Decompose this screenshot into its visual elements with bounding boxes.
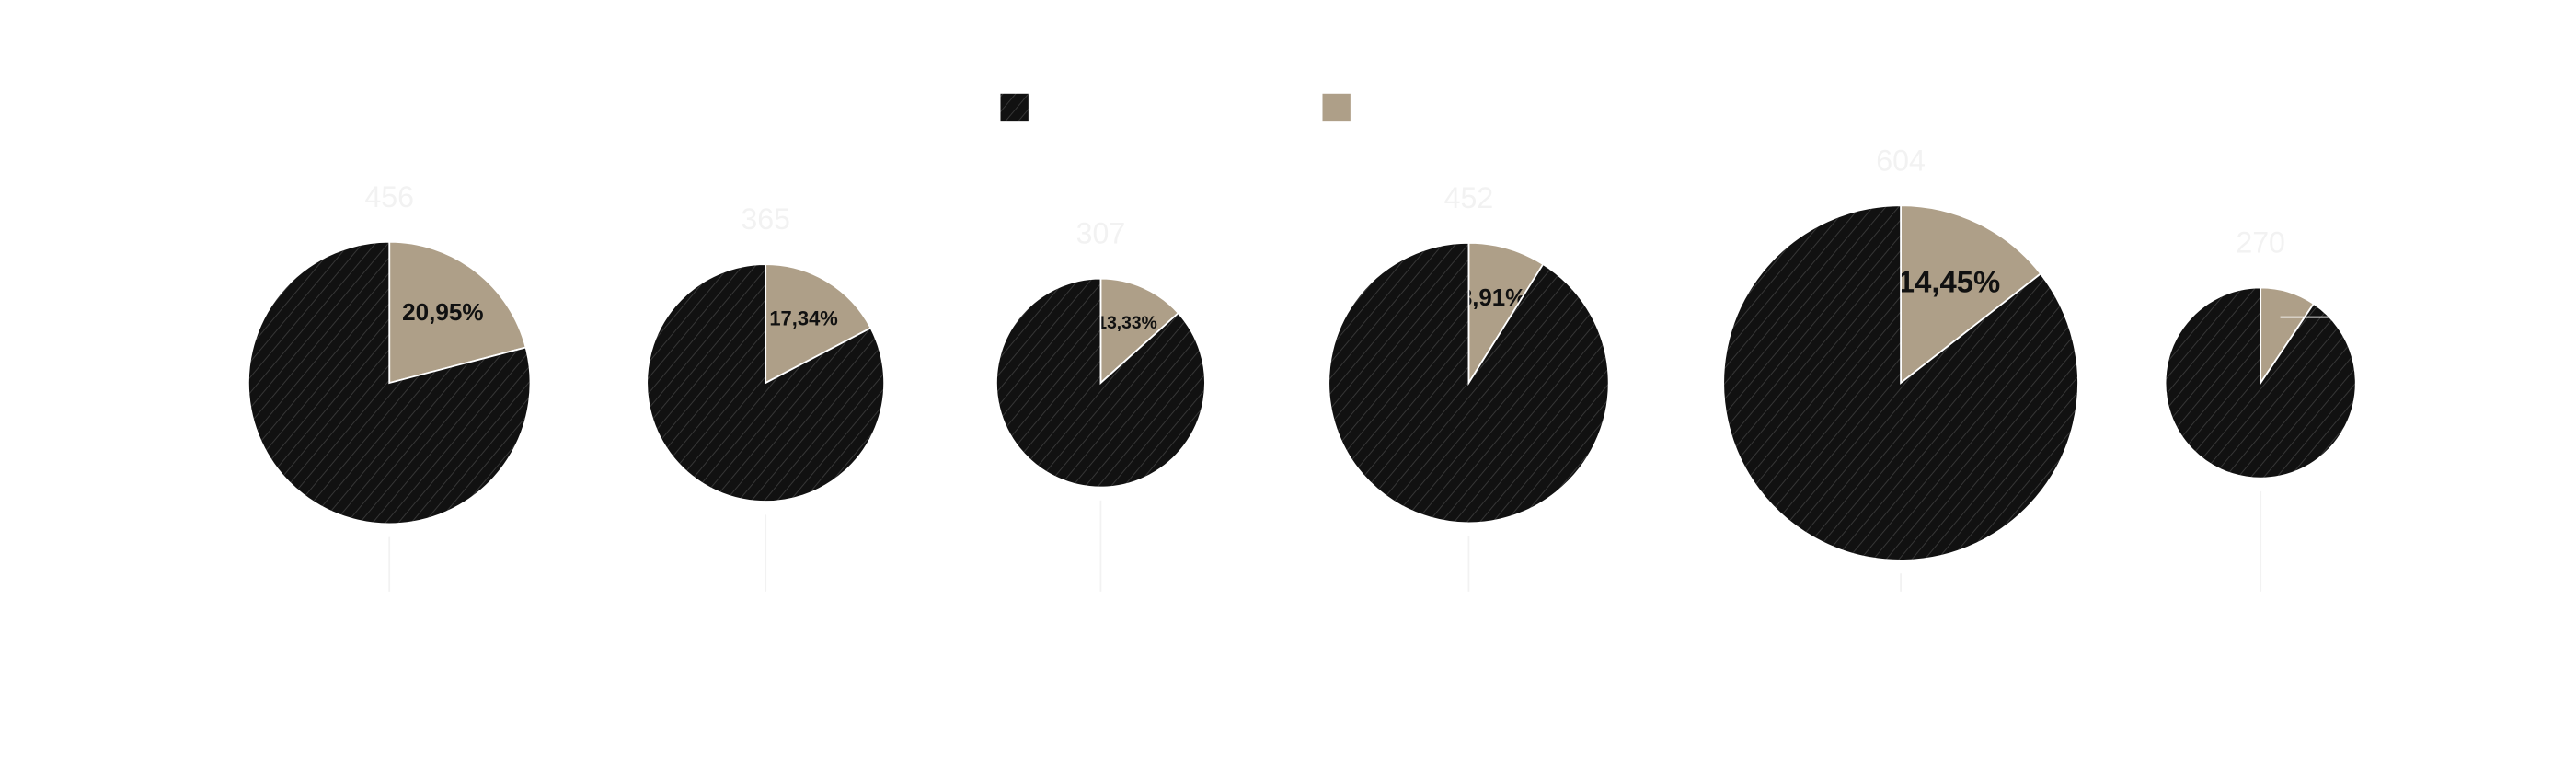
pie-slice	[995, 277, 1206, 489]
data-label: 14,45%	[1898, 264, 2000, 298]
data-label: 13,33%	[1097, 314, 1156, 333]
pie-total: 270	[2236, 226, 2285, 260]
pie-total: 365	[741, 202, 790, 236]
pie-slice	[646, 263, 885, 502]
pie-slice	[1722, 204, 2079, 561]
data-label: 20,95%	[402, 298, 483, 326]
pie-total: 452	[1444, 181, 1494, 214]
pie-total: 307	[1076, 217, 1126, 250]
pie-slice	[1900, 204, 2042, 385]
pie-slice	[247, 240, 532, 525]
data-label: 8,91%	[1459, 285, 1526, 311]
pie-slice	[1328, 241, 1610, 525]
pie-total: 604	[1876, 144, 1926, 177]
pie-total: 456	[364, 180, 414, 213]
pie-slice	[765, 263, 872, 385]
pie-slice	[2164, 286, 2357, 479]
legend-swatch	[1000, 93, 1029, 122]
pie-slice	[1099, 277, 1179, 386]
pie-slice	[1467, 241, 1545, 386]
data-label: 17,34%	[769, 306, 837, 329]
pie-slice	[388, 240, 527, 385]
legend-swatch	[1322, 93, 1351, 122]
